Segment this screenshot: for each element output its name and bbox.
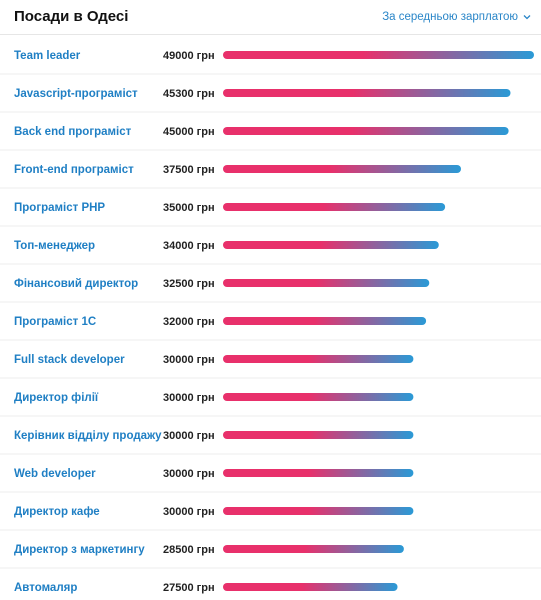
- chart-row: Javascript-програміст 45300 грн: [0, 88, 541, 113]
- chart-row: Web developer 30000 грн: [0, 468, 541, 493]
- salary-bar: [223, 583, 398, 591]
- salary-bar: [223, 89, 511, 97]
- value-label: 32500 грн: [163, 278, 215, 290]
- category-label[interactable]: Директор з маркетингу: [14, 544, 145, 556]
- salary-bar: [223, 127, 509, 135]
- value-label: 30000 грн: [163, 430, 215, 442]
- salary-bar: [223, 165, 462, 173]
- category-label[interactable]: Team leader: [14, 50, 81, 62]
- salary-bar: [223, 507, 414, 515]
- value-label: 27500 грн: [163, 582, 215, 594]
- chart-row: Директор кафе 30000 грн: [0, 506, 541, 531]
- salary-bar: [223, 241, 439, 249]
- value-label: 28500 грн: [163, 544, 215, 556]
- chart-row: Директор з маркетингу 28500 грн: [0, 544, 541, 569]
- chart-row: Топ-менеджер 34000 грн: [0, 240, 541, 265]
- salary-bar-chart: Team leader 49000 грн Javascript-програміс…: [0, 50, 541, 594]
- chevron-down-icon: [523, 15, 531, 20]
- value-label: 37500 грн: [163, 164, 215, 176]
- value-label: 45000 грн: [163, 126, 215, 138]
- salary-bar: [223, 317, 427, 325]
- chart-row: Директор філії 30000 грн: [0, 392, 541, 417]
- chart-row: Back end програміст 45000 грн: [0, 126, 541, 151]
- category-label[interactable]: Програміст PHP: [14, 202, 105, 214]
- chart-row: Керівник відділу продажу 30000 грн: [0, 430, 541, 455]
- category-label[interactable]: Фінансовий директор: [14, 278, 138, 290]
- value-label: 49000 грн: [163, 50, 215, 62]
- category-label[interactable]: Топ-менеджер: [14, 240, 95, 252]
- chart-row: Front-end програміст 37500 грн: [0, 164, 541, 189]
- value-label: 30000 грн: [163, 468, 215, 480]
- salary-bar: [223, 469, 414, 477]
- category-label[interactable]: Web developer: [14, 468, 96, 480]
- category-label[interactable]: Front-end програміст: [14, 164, 134, 176]
- category-label[interactable]: Javascript-програміст: [14, 88, 138, 100]
- category-label[interactable]: Автомаляр: [14, 582, 77, 594]
- chart-row: Програміст PHP 35000 грн: [0, 202, 541, 227]
- chart-row: Full stack developer 30000 грн: [0, 354, 541, 379]
- chart-row: Фінансовий директор 32500 грн: [0, 278, 541, 303]
- value-label: 30000 грн: [163, 354, 215, 366]
- salary-bar: [223, 431, 414, 439]
- salary-bar: [223, 51, 534, 59]
- category-label[interactable]: Директор філії: [14, 392, 99, 404]
- value-label: 30000 грн: [163, 392, 215, 404]
- value-label: 45300 грн: [163, 88, 215, 100]
- page-title: Посади в Одесі: [14, 8, 129, 25]
- category-label[interactable]: Директор кафе: [14, 506, 100, 518]
- chart-header: Посади в Одесі За середньою зарплатою: [0, 0, 541, 35]
- value-label: 30000 грн: [163, 506, 215, 518]
- salary-bar: [223, 279, 430, 287]
- value-label: 34000 грн: [163, 240, 215, 252]
- sort-dropdown-label: За середньою зарплатою: [382, 11, 518, 23]
- category-label[interactable]: Програміст 1С: [14, 316, 96, 328]
- sort-dropdown[interactable]: За середньою зарплатою: [382, 11, 531, 23]
- salary-bar: [223, 203, 446, 211]
- salary-bar: [223, 355, 414, 363]
- value-label: 32000 грн: [163, 316, 215, 328]
- category-label[interactable]: Back end програміст: [14, 126, 132, 138]
- salary-bar: [223, 545, 404, 553]
- chart-row: Team leader 49000 грн: [0, 50, 541, 75]
- chart-row: Автомаляр 27500 грн: [14, 582, 398, 594]
- value-label: 35000 грн: [163, 202, 215, 214]
- category-label[interactable]: Керівник відділу продажу: [14, 430, 162, 442]
- chart-row: Програміст 1С 32000 грн: [0, 316, 541, 341]
- category-label[interactable]: Full stack developer: [14, 354, 125, 366]
- salary-bar: [223, 393, 414, 401]
